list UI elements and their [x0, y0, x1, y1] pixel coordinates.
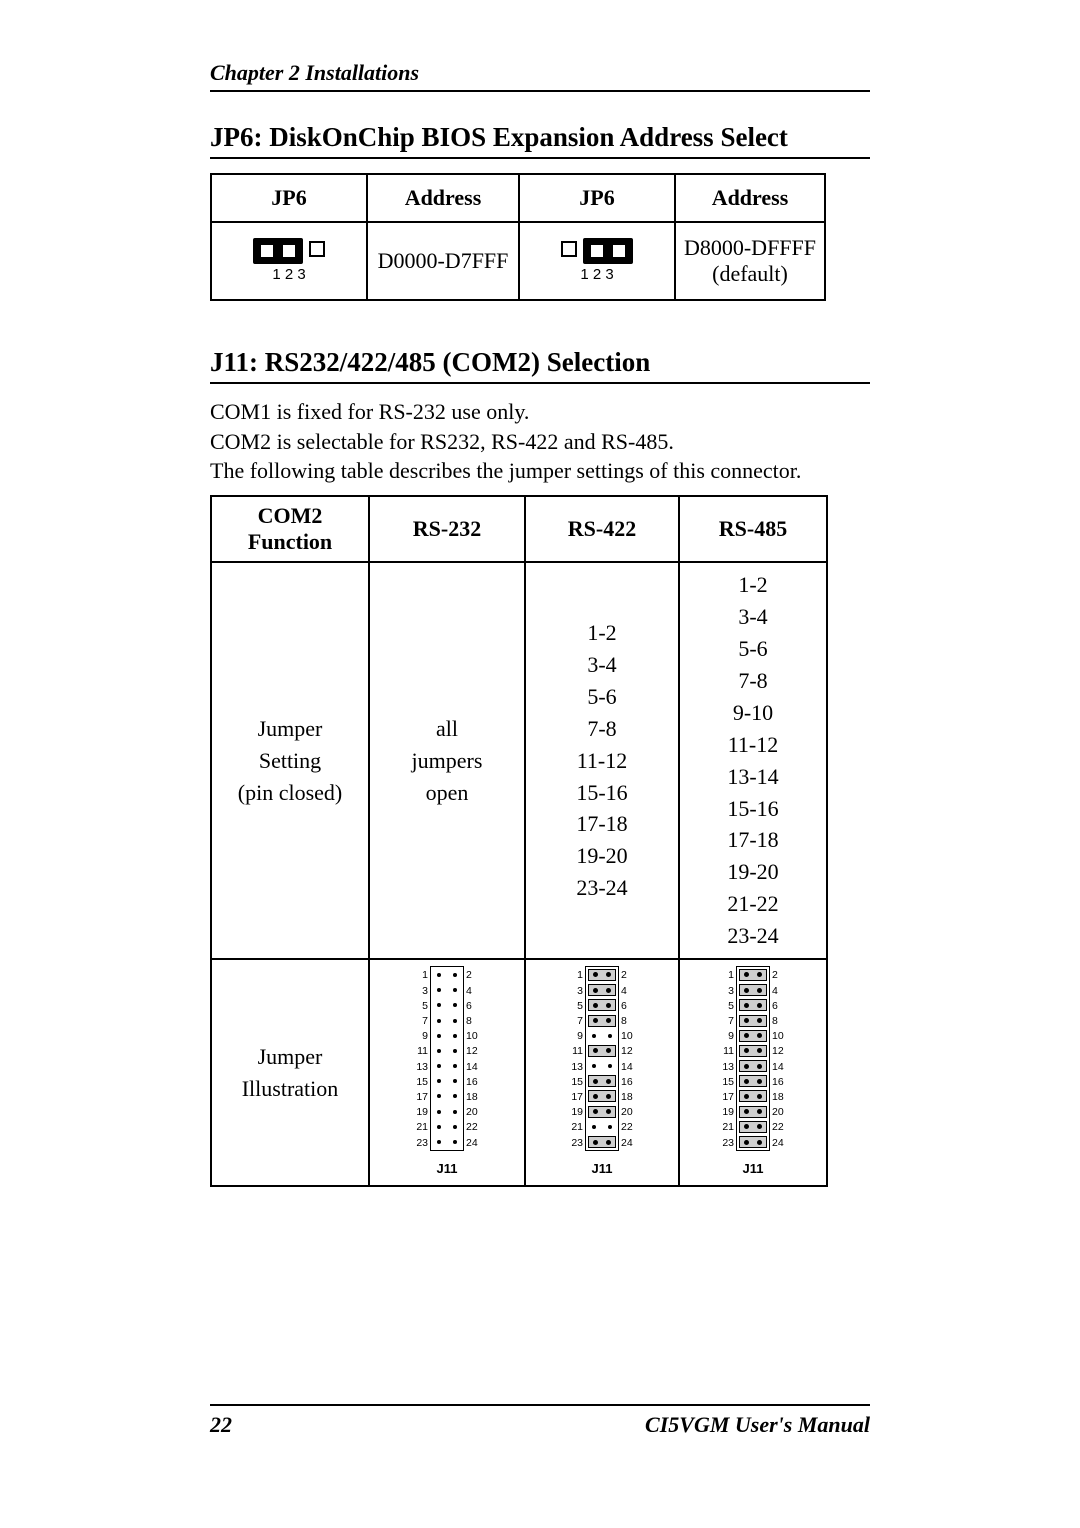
chapter-header: Chapter 2 Installations: [210, 60, 870, 92]
jp6-header: Address: [367, 174, 519, 222]
diagram-label: J11: [569, 1161, 635, 1176]
setting-line: 15-16: [576, 780, 627, 805]
table-row: Jumper Setting (pin closed) all jumpers …: [211, 562, 827, 959]
jp6-header: JP6: [211, 174, 367, 222]
j11-rs485-illustration: 135791113151719212324681012141618202224J…: [679, 959, 827, 1186]
j11-rs485-setting: 1-2 3-4 5-6 7-8 9-10 11-12 13-14 15-16 17-18 19-2…: [679, 562, 827, 959]
jumper-diagram-icon: 135791113151719212324681012141618202224J…: [414, 966, 480, 1176]
setting-line: 7-8: [587, 716, 616, 741]
setting-line: 3-4: [587, 652, 616, 677]
j11-rs232-setting: all jumpers open: [369, 562, 525, 959]
jp6-pin-numbers: 1 2 3: [561, 266, 633, 283]
j11-rs422-illustration: 135791113151719212324681012141618202224J…: [525, 959, 679, 1186]
setting-line: 13-14: [727, 764, 778, 789]
j11-header: COM2 Function: [211, 496, 369, 563]
label-line: Jumper: [258, 1044, 323, 1069]
jumper-diagram-icon: 135791113151719212324681012141618202224J…: [569, 966, 635, 1176]
setting-line: 15-16: [727, 796, 778, 821]
setting-line: 7-8: [738, 668, 767, 693]
body-text: COM1 is fixed for RS-232 use only.: [210, 398, 870, 426]
setting-line: 5-6: [738, 636, 767, 661]
section-title-jp6: JP6: DiskOnChip BIOS Expansion Address S…: [210, 122, 870, 159]
setting-line: 11-12: [728, 732, 779, 757]
setting-line: 23-24: [576, 875, 627, 900]
jp6-address-line: (default): [712, 261, 788, 286]
setting-line: 3-4: [738, 604, 767, 629]
jp6-address-cell: D8000-DFFFF (default): [675, 222, 825, 300]
label-line: Illustration: [242, 1076, 339, 1101]
setting-line: 21-22: [727, 891, 778, 916]
jp6-header: JP6: [519, 174, 675, 222]
setting-line: all: [436, 716, 458, 741]
setting-line: 9-10: [733, 700, 773, 725]
diagram-label: J11: [414, 1161, 480, 1176]
label-line: (pin closed): [238, 780, 342, 805]
body-text: The following table describes the jumper…: [210, 457, 870, 485]
label-line: Jumper: [258, 716, 323, 741]
jp6-address-line: D8000-DFFFF: [684, 235, 816, 260]
setting-line: jumpers: [412, 748, 483, 773]
setting-line: open: [426, 780, 469, 805]
j11-header: RS-232: [369, 496, 525, 563]
page-footer: 22 CI5VGM User's Manual: [210, 1404, 870, 1438]
j11-table: COM2 Function RS-232 RS-422 RS-485 Jumpe…: [210, 495, 828, 1188]
j11-rs422-setting: 1-2 3-4 5-6 7-8 11-12 15-16 17-18 19-20 23-24: [525, 562, 679, 959]
setting-line: 17-18: [727, 827, 778, 852]
header-text: COM2: [258, 503, 323, 528]
table-row: JP6 Address JP6 Address: [211, 174, 825, 222]
jp6-address-cell: D0000-D7FFF: [367, 222, 519, 300]
jp6-jumper-cell: 1 2 3: [211, 222, 367, 300]
setting-line: 17-18: [576, 811, 627, 836]
diagram-label: J11: [720, 1161, 786, 1176]
setting-line: 19-20: [727, 859, 778, 884]
table-row: COM2 Function RS-232 RS-422 RS-485: [211, 496, 827, 563]
page-number: 22: [210, 1412, 232, 1438]
j11-setting-label: Jumper Setting (pin closed): [211, 562, 369, 959]
setting-line: 1-2: [587, 620, 616, 645]
table-row: 1 2 3 D0000-D7FFF 1 2 3 D8000-DFFFF (def…: [211, 222, 825, 300]
section-title-j11: J11: RS232/422/485 (COM2) Selection: [210, 347, 870, 384]
header-text: Function: [248, 529, 332, 554]
j11-header: RS-422: [525, 496, 679, 563]
j11-rs232-illustration: 135791113151719212324681012141618202224J…: [369, 959, 525, 1186]
jp6-jumper-cell: 1 2 3: [519, 222, 675, 300]
body-text: COM2 is selectable for RS232, RS-422 and…: [210, 428, 870, 456]
setting-line: 5-6: [587, 684, 616, 709]
setting-line: 11-12: [577, 748, 628, 773]
jp6-header: Address: [675, 174, 825, 222]
j11-illustration-label: Jumper Illustration: [211, 959, 369, 1186]
jp6-jumper-icon: 1 2 3: [561, 238, 633, 283]
manual-title: CI5VGM User's Manual: [645, 1412, 870, 1438]
setting-line: 1-2: [738, 572, 767, 597]
j11-header: RS-485: [679, 496, 827, 563]
label-line: Setting: [259, 748, 321, 773]
jp6-jumper-icon: 1 2 3: [253, 238, 325, 283]
table-row: Jumper Illustration 13579111315171921232…: [211, 959, 827, 1186]
jp6-table: JP6 Address JP6 Address 1 2 3 D0000-D7FF…: [210, 173, 826, 301]
jumper-diagram-icon: 135791113151719212324681012141618202224J…: [720, 966, 786, 1176]
setting-line: 23-24: [727, 923, 778, 948]
setting-line: 19-20: [576, 843, 627, 868]
jp6-pin-numbers: 1 2 3: [253, 266, 325, 283]
page: Chapter 2 Installations JP6: DiskOnChip …: [0, 0, 1080, 1528]
